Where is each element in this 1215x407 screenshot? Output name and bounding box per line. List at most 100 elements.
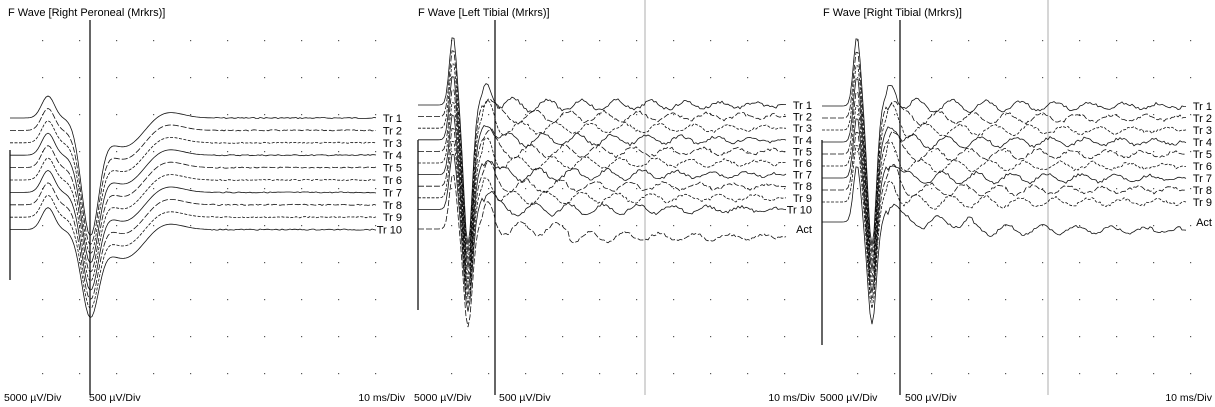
grid-dot	[451, 262, 453, 264]
f-wave-trace-4	[10, 132, 377, 264]
grid-dot	[931, 262, 933, 264]
grid-dot	[1190, 262, 1192, 264]
grid-dot	[1190, 188, 1192, 190]
grid-dot	[375, 114, 377, 116]
grid-dot	[525, 262, 527, 264]
grid-dot	[1005, 373, 1007, 375]
panel-right-peroneal: F Wave [Right Peroneal (Mrkrs)] Tr 1Tr 2…	[4, 7, 406, 404]
trace-label: Tr 8	[1193, 185, 1212, 197]
grid-dot	[1190, 225, 1192, 227]
grid-dot	[1153, 373, 1155, 375]
grid-dot	[116, 77, 118, 79]
grid-dot	[1190, 336, 1192, 338]
grid-dot	[599, 336, 601, 338]
grid-dot	[894, 77, 896, 79]
trace-label: Tr 1	[383, 113, 402, 125]
grid-dot	[673, 299, 675, 301]
grid-dot	[190, 336, 192, 338]
grid-dot	[673, 373, 675, 375]
f-wave-trace-10	[418, 153, 787, 312]
trace-label: Act	[1196, 217, 1212, 229]
grid-dot	[894, 114, 896, 116]
grid-dot	[1042, 188, 1044, 190]
panel-right-tibial: F Wave [Right Tibial (Mrkrs)] Tr 1Tr 2Tr…	[820, 0, 1213, 404]
grid-dot	[562, 373, 564, 375]
grid-dot	[79, 114, 81, 116]
grid-dot	[79, 299, 81, 301]
grid-dot	[1079, 336, 1081, 338]
grid-dot	[1116, 188, 1118, 190]
grid-dot	[338, 188, 340, 190]
f-wave-trace-8	[418, 128, 787, 297]
grid-dot	[562, 40, 564, 42]
grid-dot	[375, 77, 377, 79]
grid-dot	[1116, 225, 1118, 227]
trace-label: Tr 3	[793, 123, 812, 135]
grid-dot	[968, 336, 970, 338]
amplitude-scale-label: 5000 µV/Div	[414, 392, 472, 404]
grid-dot	[190, 373, 192, 375]
grid-dot	[264, 40, 266, 42]
trace-label: Tr 7	[383, 187, 402, 199]
grid-dot	[190, 77, 192, 79]
grid-dot	[338, 40, 340, 42]
grid-dot	[227, 299, 229, 301]
grid-dot	[710, 225, 712, 227]
grid-dot	[673, 336, 675, 338]
grid-dot	[1153, 77, 1155, 79]
trace-label-group: Tr 1Tr 2Tr 3Tr 4Tr 5Tr 6Tr 7Tr 8Tr 9 Act	[1193, 101, 1212, 229]
grid-dot	[264, 336, 266, 338]
grid-dot	[968, 373, 970, 375]
panel-left-tibial: F Wave [Left Tibial (Mrkrs)] Tr 1Tr 2Tr …	[414, 0, 816, 404]
grid-dot	[1079, 40, 1081, 42]
grid-dot	[857, 151, 859, 153]
grid-dot	[710, 336, 712, 338]
grid-dot	[1005, 299, 1007, 301]
grid-dot	[451, 373, 453, 375]
trace-group	[417, 0, 787, 395]
f-wave-trace-10	[10, 207, 377, 319]
grid-dot	[488, 262, 490, 264]
grid-dot	[636, 151, 638, 153]
grid-dot	[1079, 225, 1081, 227]
grid-dot	[375, 188, 377, 190]
grid-dot	[784, 40, 786, 42]
grid-dot	[190, 262, 192, 264]
grid-dot	[1153, 299, 1155, 301]
grid-dot	[968, 40, 970, 42]
grid-dot	[79, 151, 81, 153]
grid-dot	[525, 188, 527, 190]
grid-dot	[227, 373, 229, 375]
grid-dot	[968, 299, 970, 301]
grid-dot	[375, 299, 377, 301]
grid-dot	[1116, 336, 1118, 338]
amplitude-scale-label-secondary: 500 µV/Div	[905, 392, 957, 404]
grid-dot	[1005, 336, 1007, 338]
trace-label-group: Tr 1Tr 2Tr 3Tr 4Tr 5Tr 6Tr 7Tr 8Tr 9Tr 1…	[787, 100, 812, 236]
grid-dot	[784, 262, 786, 264]
grid-dot	[488, 77, 490, 79]
grid-dot	[488, 40, 490, 42]
grid-dot	[1079, 151, 1081, 153]
trace-label: Act	[796, 224, 812, 236]
amplitude-scale-label: 5000 µV/Div	[4, 392, 62, 404]
grid-dot	[894, 225, 896, 227]
grid-dot	[1116, 151, 1118, 153]
grid-dot	[562, 336, 564, 338]
grid-dot	[42, 373, 44, 375]
grid-dot	[190, 114, 192, 116]
grid-dot	[931, 188, 933, 190]
grid-dot	[636, 225, 638, 227]
trace-label: Tr 4	[1193, 137, 1212, 149]
grid-dot	[857, 373, 859, 375]
grid-dot	[451, 188, 453, 190]
grid-dot	[227, 262, 229, 264]
trace-label: Tr 9	[383, 212, 402, 224]
trace-group	[821, 0, 1187, 395]
grid-dot	[710, 373, 712, 375]
grid-dot	[301, 336, 303, 338]
f-wave-trace-9	[10, 194, 377, 310]
grid-dot	[784, 373, 786, 375]
grid-dot	[227, 40, 229, 42]
panel-title: F Wave [Right Tibial (Mrkrs)]	[823, 7, 962, 19]
